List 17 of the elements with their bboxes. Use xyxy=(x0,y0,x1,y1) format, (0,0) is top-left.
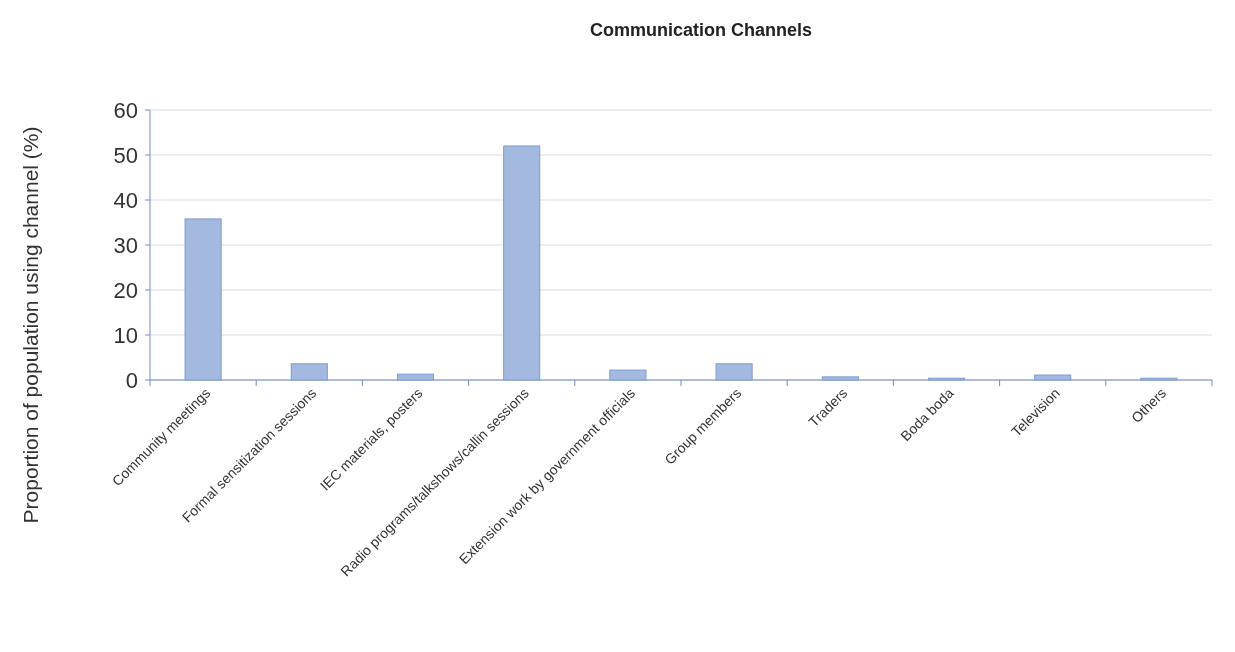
bar xyxy=(184,218,222,381)
y-tick-label: 20 xyxy=(113,277,138,303)
y-axis-title: Proportion of population using channel (%) xyxy=(19,126,42,524)
bar xyxy=(1034,374,1072,381)
bar xyxy=(609,369,647,381)
y-tick-label: 0 xyxy=(125,367,138,393)
y-tick-label: 10 xyxy=(113,322,138,348)
chart-title: Communication Channels xyxy=(589,20,813,40)
bar xyxy=(396,373,435,381)
bar xyxy=(503,145,541,381)
y-tick-label: 40 xyxy=(113,187,138,213)
bar xyxy=(821,376,859,381)
y-tick-label: 60 xyxy=(113,97,138,123)
bar xyxy=(290,363,328,381)
y-tick-label: 30 xyxy=(113,232,138,258)
bar xyxy=(715,363,753,381)
y-tick-label: 50 xyxy=(113,142,138,168)
